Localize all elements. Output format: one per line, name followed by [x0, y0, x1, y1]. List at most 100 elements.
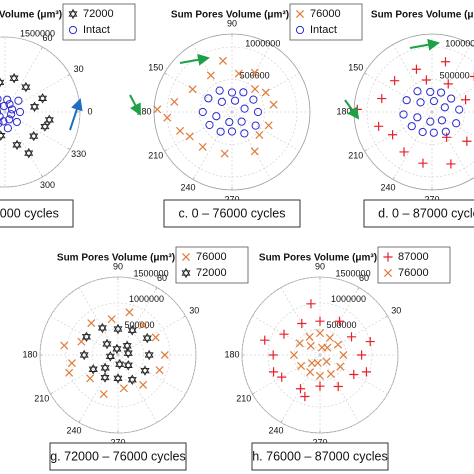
point — [237, 117, 246, 126]
point — [225, 117, 234, 127]
point — [206, 71, 215, 80]
spoke — [252, 315, 321, 356]
panel: 500000 1000000 1500000 90 60 30 180 210 240 270 Su… — [22, 246, 249, 471]
point — [3, 95, 12, 104]
spoke — [78, 287, 119, 356]
point — [413, 113, 422, 122]
point — [249, 95, 258, 104]
angle-tick-label: 90 — [227, 18, 237, 28]
point — [14, 96, 23, 105]
point — [346, 332, 357, 342]
point — [297, 318, 307, 329]
point — [447, 94, 456, 103]
point — [0, 95, 2, 103]
point — [253, 107, 263, 117]
point — [0, 117, 8, 126]
point — [65, 368, 74, 377]
angle-tick-label: 210 — [34, 393, 49, 403]
point — [315, 381, 325, 391]
arrow — [69, 98, 83, 131]
legend-box — [175, 246, 249, 284]
point — [0, 109, 2, 115]
panel-title: Sum Pores Volume (μm³) — [0, 10, 62, 21]
legend-marker — [181, 267, 191, 279]
spoke — [431, 87, 474, 113]
point — [122, 340, 132, 352]
spoke — [252, 354, 321, 395]
legend-marker — [383, 252, 393, 262]
point — [326, 369, 335, 378]
angle-tick — [392, 176, 395, 180]
point — [185, 132, 194, 141]
spoke — [392, 44, 433, 113]
point — [325, 333, 334, 342]
r-tick-label: 1500000 — [336, 269, 371, 279]
angle-tick-label: 210 — [236, 393, 251, 403]
angle-tick-label: 90 — [315, 261, 325, 271]
legend-label: 76000 — [310, 8, 341, 20]
point — [333, 381, 343, 392]
point — [97, 322, 107, 334]
point — [462, 136, 472, 146]
point — [469, 71, 474, 82]
point — [81, 331, 91, 343]
legend-box — [377, 246, 451, 284]
angle-tick — [155, 287, 158, 291]
point — [204, 94, 213, 103]
point — [251, 121, 260, 130]
point — [443, 79, 453, 89]
panel-title: Sum Pores Volume (μm³) — [57, 253, 175, 264]
angle-tick-label: 210 — [348, 150, 363, 160]
angle-tick-label: 60 — [157, 273, 167, 283]
angle-tick-label: 30 — [74, 64, 84, 74]
point — [357, 350, 367, 360]
point — [365, 336, 375, 347]
angle-tick-label: 270 — [424, 194, 439, 204]
point — [115, 358, 125, 370]
point — [240, 129, 249, 138]
legend-label: 76000 — [398, 267, 429, 279]
point — [315, 316, 325, 326]
point — [306, 341, 315, 350]
angle-tick-label: 180 — [136, 106, 151, 116]
point — [377, 93, 387, 104]
point — [426, 117, 435, 126]
point — [297, 361, 306, 370]
point — [339, 350, 348, 360]
point — [5, 115, 14, 124]
point — [87, 319, 96, 328]
point — [322, 357, 331, 366]
point — [123, 360, 133, 371]
angle-tick-label: 270 — [110, 437, 125, 447]
spoke — [319, 287, 360, 356]
point — [315, 371, 325, 380]
point — [390, 76, 400, 86]
point — [0, 130, 6, 141]
angle-tick — [252, 392, 256, 395]
point — [151, 333, 160, 342]
point — [9, 72, 19, 84]
annotations — [69, 38, 440, 131]
point — [313, 359, 322, 368]
caption: c. 0 – 76000 cycles — [178, 206, 285, 220]
point — [268, 367, 279, 377]
angle-tick-label: 240 — [380, 183, 395, 193]
point — [105, 351, 115, 362]
point — [387, 130, 398, 140]
point — [440, 57, 451, 67]
point — [12, 117, 21, 127]
point — [317, 343, 327, 352]
point — [220, 149, 229, 158]
point — [255, 130, 264, 140]
point — [315, 329, 325, 338]
point — [38, 93, 48, 104]
point — [416, 98, 425, 107]
grid-ring — [399, 79, 465, 145]
point — [215, 86, 224, 95]
point — [102, 338, 112, 350]
point — [0, 102, 2, 109]
point — [429, 97, 439, 106]
r-tick-label: 1000000 — [331, 294, 366, 304]
legend-marker — [181, 252, 191, 262]
caption-box — [163, 199, 301, 228]
